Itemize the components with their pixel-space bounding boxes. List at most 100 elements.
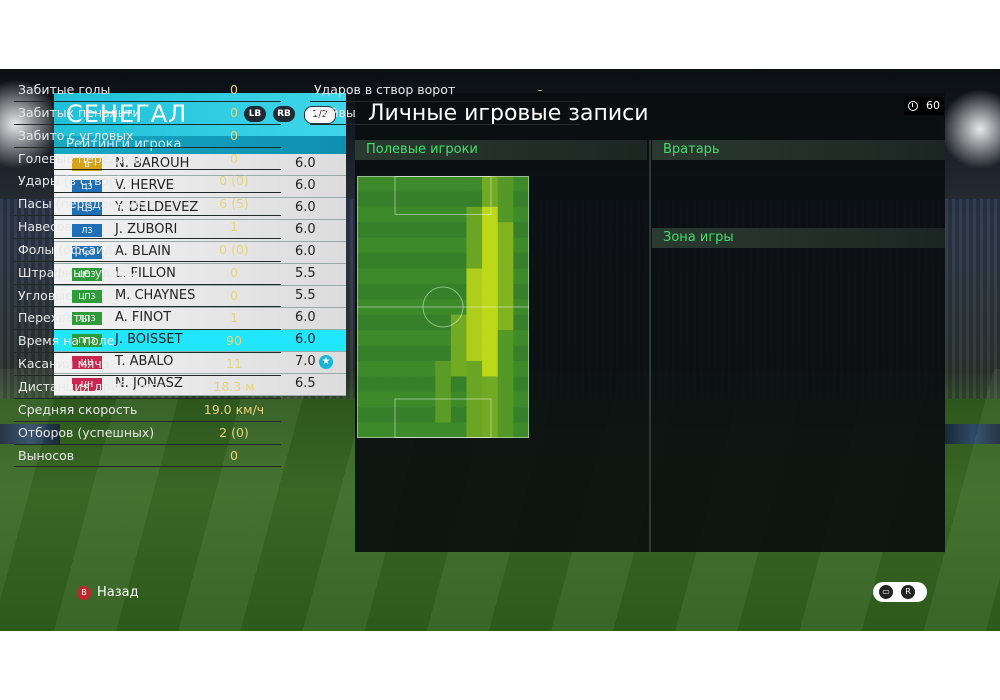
- stat-value: 0: [230, 150, 238, 166]
- back-button[interactable]: B Назад: [77, 585, 139, 600]
- heat-cell: [419, 407, 436, 424]
- stat-row: Забитых пенальти 0: [14, 102, 281, 125]
- stat-row: Пасы (переданные) 6 (5): [14, 193, 281, 217]
- heat-cell: [466, 330, 483, 347]
- heat-cell: [403, 191, 421, 208]
- stat-label: Забитых пенальти: [18, 104, 141, 120]
- player-row[interactable]: В N. BAROUH 6.0: [54, 154, 346, 176]
- player-row[interactable]: ППЗ J. BOISSET 6.0: [54, 330, 346, 352]
- player-row[interactable]: ЦПЗ M. CHAYNES 5.5: [54, 286, 346, 308]
- heat-cell: [372, 283, 389, 300]
- heat-cell: [403, 268, 421, 285]
- stat-row: Перехваты 1: [14, 307, 281, 331]
- chat-icon: ▭: [879, 585, 893, 599]
- heat-cell: [450, 376, 467, 393]
- heat-cell: [435, 391, 452, 408]
- heat-cell: [357, 376, 374, 393]
- stat-row: Средняя скорость 19.0 км/ч: [14, 399, 281, 422]
- stat-value: 1: [230, 219, 238, 235]
- heat-cell: [482, 191, 499, 208]
- stat-row: Фолы (офсайд) 0 (0): [14, 239, 281, 262]
- heat-cell: [403, 253, 421, 269]
- heat-cell: [497, 283, 514, 300]
- heat-cell: [466, 422, 483, 438]
- player-rating: 6.0: [295, 156, 316, 171]
- top-penalty-box: [394, 176, 492, 215]
- heat-cell: [435, 268, 452, 285]
- ad-board-left: [0, 424, 60, 444]
- heat-cell: [357, 283, 374, 300]
- heat-cell: [403, 330, 421, 347]
- stat-row: Дистанция дриблинга 18.3 м: [14, 376, 281, 399]
- heat-cell: [435, 345, 452, 362]
- position-badge: ЛПЗ: [72, 312, 102, 325]
- heat-cell: [513, 314, 529, 331]
- stat-value: 0: [230, 104, 238, 120]
- player-row[interactable]: ЛЗ J. ZUBORI 6.0: [54, 220, 346, 242]
- player-row[interactable]: ПрЗ A. BLAIN 6.0: [54, 242, 346, 264]
- gk-stat-row: Сейвы -: [310, 102, 580, 125]
- player-row[interactable]: ЦН N. JONASZ 6.5: [54, 374, 346, 396]
- heat-cell: [450, 206, 467, 223]
- player-rating: 6.0: [295, 178, 316, 193]
- player-name: V. HERVE: [115, 178, 174, 193]
- heat-cell: [435, 191, 452, 208]
- heat-cell: [466, 268, 483, 285]
- player-name: L. FILLON: [115, 266, 176, 281]
- controls-hint[interactable]: ▭ R: [873, 582, 927, 602]
- heat-cell: [419, 314, 436, 331]
- heat-cell: [419, 391, 436, 408]
- stat-row: Выносов 0: [14, 445, 281, 468]
- back-label: Назад: [97, 585, 139, 600]
- heat-cell: [388, 360, 405, 377]
- player-name: J. ZUBORI: [115, 222, 178, 237]
- heat-cell: [513, 376, 529, 393]
- rb-button-icon[interactable]: RB: [273, 106, 295, 122]
- lb-button-icon[interactable]: LB: [244, 106, 266, 122]
- stat-value: 0: [230, 287, 238, 303]
- heat-cell: [450, 407, 467, 424]
- heat-cell: [372, 360, 389, 377]
- heat-cell: [482, 299, 499, 316]
- player-row[interactable]: ЦЗ Y. DELDEVEZ 6.0: [54, 198, 346, 220]
- heat-cell: [388, 330, 405, 347]
- heat-cell: [372, 191, 389, 208]
- heat-cell: [513, 360, 529, 377]
- player-rating: 6.0: [295, 244, 316, 259]
- heat-cell: [482, 422, 499, 438]
- stat-row: Штрафные удары 0: [14, 262, 281, 285]
- heat-cell: [403, 407, 421, 424]
- player-row[interactable]: ЦПЗ L. FILLON 5.5: [54, 264, 346, 286]
- stat-label: Отборов (успешных): [18, 424, 155, 440]
- heat-cell: [419, 268, 436, 285]
- player-name: N. JONASZ: [115, 376, 183, 391]
- section-field-players: Полевые игроки: [355, 140, 647, 160]
- man-of-the-match-star-icon: ★: [319, 355, 333, 369]
- heat-cell: [513, 268, 529, 285]
- heat-cell: [482, 237, 499, 254]
- stat-label: Забито с угловых: [18, 127, 134, 143]
- heat-cell: [482, 283, 499, 300]
- heat-cell: [497, 206, 514, 223]
- stat-value: 11: [226, 356, 242, 372]
- player-name: N. BAROUH: [115, 156, 190, 171]
- heat-cell: [403, 206, 421, 223]
- heat-cell: [450, 345, 467, 362]
- heat-cell: [482, 222, 499, 239]
- heat-cell: [388, 191, 405, 208]
- stat-row: Касаний мяча 11: [14, 353, 281, 376]
- center-circle: [422, 286, 464, 328]
- player-name: J. BOISSET: [115, 332, 183, 347]
- heat-cell: [513, 191, 529, 208]
- heat-cell: [403, 222, 421, 239]
- heat-cell: [450, 330, 467, 347]
- heat-cell: [435, 237, 452, 254]
- heat-cell: [357, 268, 374, 285]
- heat-cell: [388, 206, 405, 223]
- page-indicator: 1/2: [304, 106, 336, 124]
- stat-label: Средняя скорость: [18, 401, 138, 417]
- heat-cell: [513, 407, 529, 424]
- player-row[interactable]: ЦН T. ABALO 7.0 ★: [54, 352, 346, 374]
- heat-cell: [482, 206, 499, 223]
- stat-label: Забитые голы: [18, 82, 111, 97]
